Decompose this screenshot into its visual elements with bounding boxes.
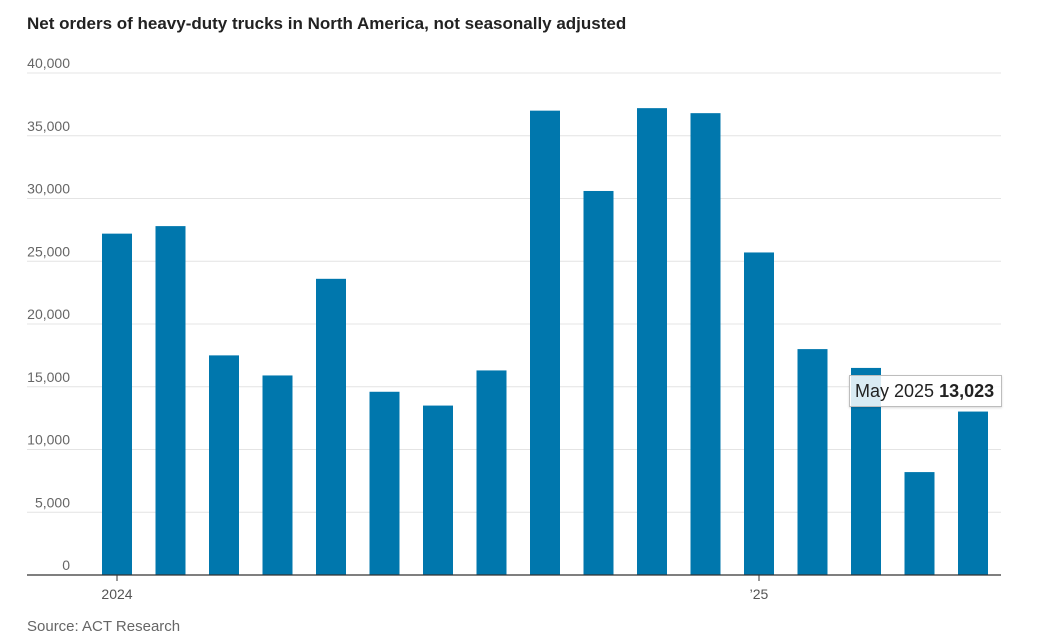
y-tick-label: 10,000 <box>27 432 70 448</box>
bar[interactable]: May 2024 <box>316 278 346 575</box>
y-tick-label: 15,000 <box>27 369 70 385</box>
bar-tooltip: May 2025 13,023 <box>849 375 1003 407</box>
x-tick-label: 2024 <box>101 586 132 602</box>
bar[interactable]: Mar 2024 <box>209 355 239 575</box>
bar[interactable]: Apr 2024 <box>262 375 293 575</box>
bar[interactable]: Oct 2024 <box>583 190 614 575</box>
bars: Jan 2024 Feb 2024 Mar 2024 Apr 2024 May 2024… <box>102 108 988 576</box>
y-tick-label: 25,000 <box>27 243 70 259</box>
x-axis-ticks: 2024 ’25 <box>101 575 769 602</box>
y-tick-label: 40,000 <box>27 55 70 71</box>
gridlines <box>27 72 1001 513</box>
y-tick-label: 0 <box>62 557 70 573</box>
x-tick-label: ’25 <box>750 586 769 602</box>
chart-title: Net orders of heavy-duty trucks in North… <box>27 14 627 33</box>
bar[interactable]: Jul 2024 <box>423 405 453 575</box>
bar[interactable]: Feb 2025 <box>797 349 828 575</box>
y-tick-label: 30,000 <box>27 181 70 197</box>
tooltip-value: 13,023 <box>939 381 995 401</box>
bar[interactable]: Sep 2024 <box>530 110 560 576</box>
bar[interactable]: May 2025 <box>958 411 988 575</box>
tooltip-label: May 2025 <box>855 381 935 401</box>
bar[interactable]: Dec 2024 <box>690 113 721 575</box>
bar[interactable]: Jun 2024 <box>369 391 400 575</box>
bar[interactable]: Apr 2025 <box>904 472 935 575</box>
bar[interactable]: Nov 2024 <box>637 108 667 575</box>
y-tick-label: 35,000 <box>27 118 70 134</box>
y-tick-label: 5,000 <box>35 494 70 510</box>
y-axis-ticks: 0 5,000 10,000 15,000 20,000 25,000 30,000 35,0… <box>27 55 70 573</box>
bar[interactable]: Jan 2025 <box>744 252 774 575</box>
bar[interactable]: Jan 2024 <box>102 233 132 575</box>
bar[interactable]: Feb 2024 <box>155 226 186 576</box>
source-note: Source: ACT Research <box>27 618 181 635</box>
bar[interactable]: Aug 2024 <box>476 370 507 575</box>
y-tick-label: 20,000 <box>27 306 70 322</box>
